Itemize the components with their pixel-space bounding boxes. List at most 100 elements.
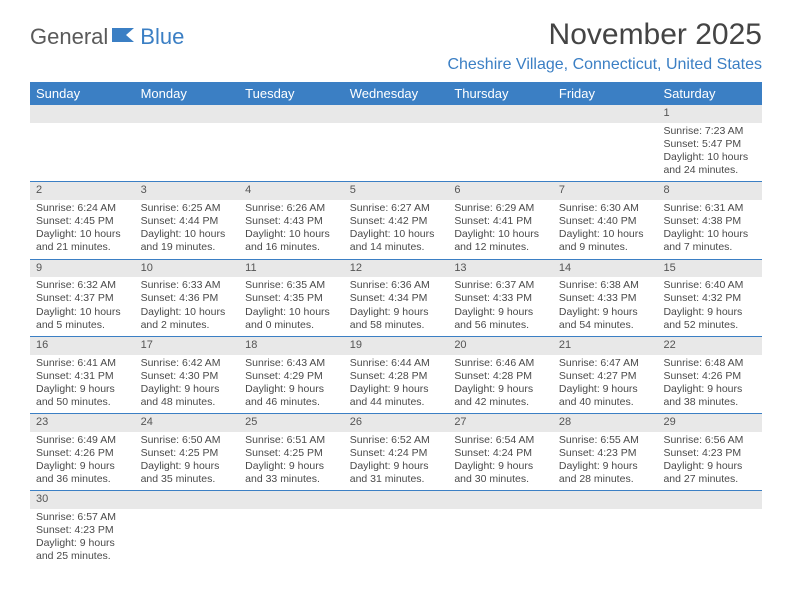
- day-number: 5: [344, 182, 449, 200]
- cell-body: Sunrise: 6:26 AMSunset: 4:43 PMDaylight:…: [239, 200, 344, 259]
- daylight-text: Daylight: 9 hours and 56 minutes.: [454, 306, 547, 332]
- sunrise-text: Sunrise: 6:51 AM: [245, 434, 338, 447]
- day-cell: 20Sunrise: 6:46 AMSunset: 4:28 PMDayligh…: [448, 337, 553, 413]
- cell-body: Sunrise: 6:30 AMSunset: 4:40 PMDaylight:…: [553, 200, 658, 259]
- title-block: November 2025 Cheshire Village, Connecti…: [447, 18, 762, 74]
- cell-body: Sunrise: 6:31 AMSunset: 4:38 PMDaylight:…: [657, 200, 762, 259]
- day-number: 22: [657, 337, 762, 355]
- day-cell: 14Sunrise: 6:38 AMSunset: 4:33 PMDayligh…: [553, 260, 658, 336]
- header: General Blue November 2025 Cheshire Vill…: [30, 18, 762, 74]
- calendar: SundayMondayTuesdayWednesdayThursdayFrid…: [30, 82, 762, 568]
- daylight-text: Daylight: 10 hours and 24 minutes.: [663, 151, 756, 177]
- day-cell: 8Sunrise: 6:31 AMSunset: 4:38 PMDaylight…: [657, 182, 762, 258]
- day-number: 6: [448, 182, 553, 200]
- empty-cell: [657, 491, 762, 567]
- day-cell: 21Sunrise: 6:47 AMSunset: 4:27 PMDayligh…: [553, 337, 658, 413]
- day-number: 30: [30, 491, 135, 509]
- daylight-text: Daylight: 9 hours and 58 minutes.: [350, 306, 443, 332]
- day-number: 21: [553, 337, 658, 355]
- sunset-text: Sunset: 4:42 PM: [350, 215, 443, 228]
- day-cell: 12Sunrise: 6:36 AMSunset: 4:34 PMDayligh…: [344, 260, 449, 336]
- day-cell: 1Sunrise: 7:23 AMSunset: 5:47 PMDaylight…: [657, 105, 762, 181]
- daylight-text: Daylight: 9 hours and 52 minutes.: [663, 306, 756, 332]
- day-number: 3: [135, 182, 240, 200]
- day-cell: 26Sunrise: 6:52 AMSunset: 4:24 PMDayligh…: [344, 414, 449, 490]
- daylight-text: Daylight: 9 hours and 48 minutes.: [141, 383, 234, 409]
- sunset-text: Sunset: 4:24 PM: [454, 447, 547, 460]
- empty-day-strip: [344, 491, 449, 509]
- daylight-text: Daylight: 9 hours and 30 minutes.: [454, 460, 547, 486]
- daylight-text: Daylight: 10 hours and 5 minutes.: [36, 306, 129, 332]
- weekday-label: Wednesday: [344, 82, 449, 105]
- sunset-text: Sunset: 4:35 PM: [245, 292, 338, 305]
- empty-cell: [553, 105, 658, 181]
- cell-body: Sunrise: 6:35 AMSunset: 4:35 PMDaylight:…: [239, 277, 344, 336]
- day-number: 7: [553, 182, 658, 200]
- daylight-text: Daylight: 10 hours and 2 minutes.: [141, 306, 234, 332]
- daylight-text: Daylight: 9 hours and 38 minutes.: [663, 383, 756, 409]
- sunrise-text: Sunrise: 6:31 AM: [663, 202, 756, 215]
- day-number: 4: [239, 182, 344, 200]
- empty-cell: [239, 105, 344, 181]
- sunrise-text: Sunrise: 6:36 AM: [350, 279, 443, 292]
- empty-day-strip: [239, 491, 344, 509]
- daylight-text: Daylight: 9 hours and 25 minutes.: [36, 537, 129, 563]
- weekday-label: Saturday: [657, 82, 762, 105]
- sunrise-text: Sunrise: 6:57 AM: [36, 511, 129, 524]
- week-row: 23Sunrise: 6:49 AMSunset: 4:26 PMDayligh…: [30, 414, 762, 491]
- cell-body: Sunrise: 6:27 AMSunset: 4:42 PMDaylight:…: [344, 200, 449, 259]
- cell-body: Sunrise: 6:56 AMSunset: 4:23 PMDaylight:…: [657, 432, 762, 491]
- weekday-label: Tuesday: [239, 82, 344, 105]
- empty-day-strip: [135, 105, 240, 123]
- weeks-container: 1Sunrise: 7:23 AMSunset: 5:47 PMDaylight…: [30, 105, 762, 568]
- day-number: 18: [239, 337, 344, 355]
- sunrise-text: Sunrise: 6:30 AM: [559, 202, 652, 215]
- cell-body: Sunrise: 6:52 AMSunset: 4:24 PMDaylight:…: [344, 432, 449, 491]
- weekday-label: Friday: [553, 82, 658, 105]
- sunrise-text: Sunrise: 6:52 AM: [350, 434, 443, 447]
- day-number: 1: [657, 105, 762, 123]
- daylight-text: Daylight: 9 hours and 36 minutes.: [36, 460, 129, 486]
- day-cell: 10Sunrise: 6:33 AMSunset: 4:36 PMDayligh…: [135, 260, 240, 336]
- day-number: 19: [344, 337, 449, 355]
- empty-cell: [448, 105, 553, 181]
- sunset-text: Sunset: 4:33 PM: [559, 292, 652, 305]
- empty-day-strip: [553, 491, 658, 509]
- day-cell: 19Sunrise: 6:44 AMSunset: 4:28 PMDayligh…: [344, 337, 449, 413]
- daylight-text: Daylight: 9 hours and 28 minutes.: [559, 460, 652, 486]
- sunrise-text: Sunrise: 6:38 AM: [559, 279, 652, 292]
- week-row: 9Sunrise: 6:32 AMSunset: 4:37 PMDaylight…: [30, 260, 762, 337]
- cell-body: Sunrise: 6:48 AMSunset: 4:26 PMDaylight:…: [657, 355, 762, 414]
- day-number: 28: [553, 414, 658, 432]
- sunset-text: Sunset: 4:25 PM: [141, 447, 234, 460]
- empty-cell: [448, 491, 553, 567]
- daylight-text: Daylight: 9 hours and 27 minutes.: [663, 460, 756, 486]
- sunset-text: Sunset: 4:44 PM: [141, 215, 234, 228]
- cell-body: Sunrise: 6:50 AMSunset: 4:25 PMDaylight:…: [135, 432, 240, 491]
- day-cell: 22Sunrise: 6:48 AMSunset: 4:26 PMDayligh…: [657, 337, 762, 413]
- day-number: 20: [448, 337, 553, 355]
- sunset-text: Sunset: 4:33 PM: [454, 292, 547, 305]
- daylight-text: Daylight: 9 hours and 54 minutes.: [559, 306, 652, 332]
- cell-body: Sunrise: 6:57 AMSunset: 4:23 PMDaylight:…: [30, 509, 135, 568]
- sunrise-text: Sunrise: 6:40 AM: [663, 279, 756, 292]
- empty-day-strip: [448, 105, 553, 123]
- sunset-text: Sunset: 4:29 PM: [245, 370, 338, 383]
- cell-body: Sunrise: 6:43 AMSunset: 4:29 PMDaylight:…: [239, 355, 344, 414]
- daylight-text: Daylight: 9 hours and 33 minutes.: [245, 460, 338, 486]
- sunrise-text: Sunrise: 6:48 AM: [663, 357, 756, 370]
- daylight-text: Daylight: 9 hours and 44 minutes.: [350, 383, 443, 409]
- sunset-text: Sunset: 4:28 PM: [350, 370, 443, 383]
- cell-body: Sunrise: 7:23 AMSunset: 5:47 PMDaylight:…: [657, 123, 762, 182]
- weekday-label: Sunday: [30, 82, 135, 105]
- sunrise-text: Sunrise: 6:54 AM: [454, 434, 547, 447]
- day-number: 13: [448, 260, 553, 278]
- sunrise-text: Sunrise: 6:33 AM: [141, 279, 234, 292]
- day-number: 24: [135, 414, 240, 432]
- cell-body: Sunrise: 6:42 AMSunset: 4:30 PMDaylight:…: [135, 355, 240, 414]
- day-number: 8: [657, 182, 762, 200]
- daylight-text: Daylight: 9 hours and 46 minutes.: [245, 383, 338, 409]
- day-cell: 27Sunrise: 6:54 AMSunset: 4:24 PMDayligh…: [448, 414, 553, 490]
- sunrise-text: Sunrise: 6:47 AM: [559, 357, 652, 370]
- day-number: 23: [30, 414, 135, 432]
